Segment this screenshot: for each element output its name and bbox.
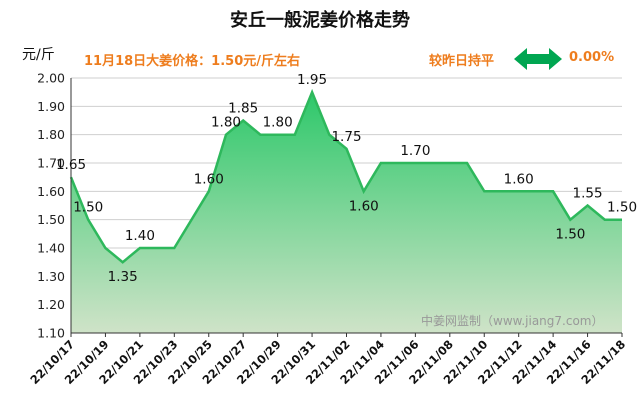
y-tick-label: 1.20 bbox=[37, 297, 65, 312]
data-label: 1.60 bbox=[194, 171, 224, 187]
y-tick-label: 1.10 bbox=[37, 326, 65, 341]
y-tick-label: 1.80 bbox=[37, 127, 65, 142]
data-label: 1.65 bbox=[56, 157, 86, 173]
y-tick-label: 1.40 bbox=[37, 241, 65, 256]
data-label: 1.75 bbox=[331, 129, 361, 145]
data-label: 1.35 bbox=[108, 269, 138, 285]
data-labels: 1.651.501.351.401.601.801.851.801.951.75… bbox=[56, 72, 637, 285]
data-label: 1.55 bbox=[573, 186, 603, 202]
data-label: 1.50 bbox=[607, 200, 637, 216]
y-tick-label: 1.30 bbox=[37, 269, 65, 284]
trend-percent: 0.00% bbox=[569, 50, 615, 65]
data-label: 1.60 bbox=[349, 198, 379, 214]
x-tick-labels: 22/10/1722/10/1922/10/2122/10/2322/10/25… bbox=[27, 333, 628, 387]
price-line bbox=[69, 88, 622, 264]
data-label: 1.50 bbox=[73, 200, 103, 216]
data-label: 1.85 bbox=[228, 101, 258, 117]
price-note: 11月18日大姜价格：1.50元/斤左右 bbox=[84, 54, 301, 69]
y-tick-label: 1.60 bbox=[37, 184, 65, 199]
data-label: 1.50 bbox=[555, 227, 585, 243]
y-tick-label: 1.70 bbox=[37, 156, 65, 171]
data-label: 1.40 bbox=[125, 228, 155, 244]
chart-title: 安丘一般泥姜价格走势 bbox=[230, 10, 410, 31]
data-label: 1.80 bbox=[211, 115, 241, 131]
data-label: 1.80 bbox=[263, 115, 293, 131]
y-tick-label: 1.50 bbox=[37, 212, 65, 227]
price-area bbox=[71, 92, 622, 333]
data-label: 1.95 bbox=[297, 72, 327, 88]
y-tick-labels: 1.10 1.20 1.30 1.40 1.50 1.60 1.70 1.80 1.90 2.00 bbox=[37, 71, 65, 341]
double-arrow-icon bbox=[514, 48, 562, 70]
y-tick-label: 1.90 bbox=[37, 99, 65, 114]
y-tick-label: 2.00 bbox=[37, 71, 65, 86]
y-axis-unit: 元/斤 bbox=[22, 47, 55, 63]
data-label: 1.70 bbox=[400, 143, 430, 159]
watermark: 中姜网监制（www.jiang7.com） bbox=[421, 313, 603, 328]
trend-text: 较昨日持平 bbox=[429, 54, 495, 69]
data-label: 1.60 bbox=[504, 171, 534, 187]
